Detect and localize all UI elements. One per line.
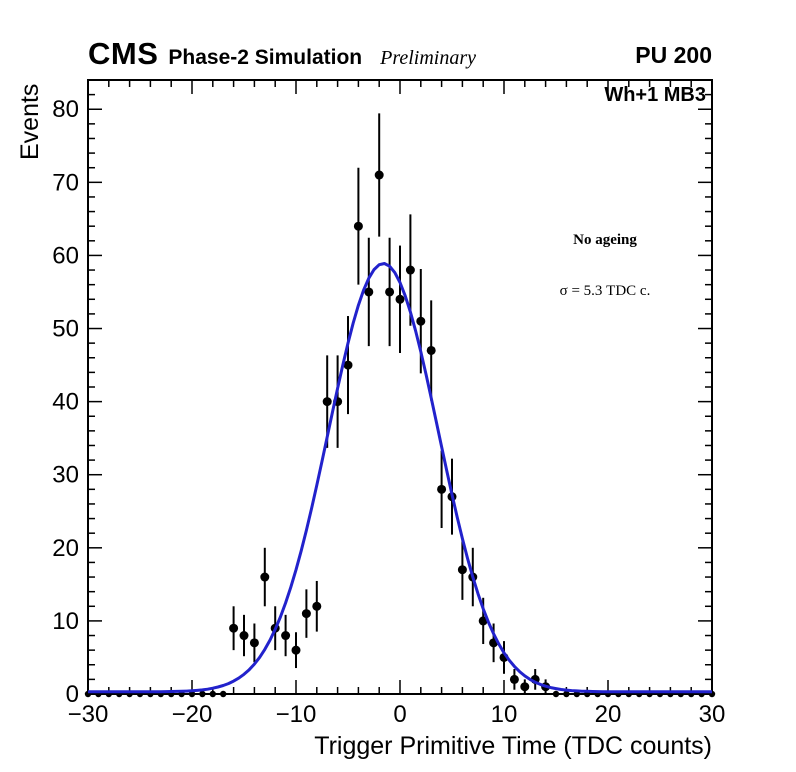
data-point: [457, 565, 467, 575]
data-point: [199, 690, 206, 698]
experiment-logo: CMS: [88, 36, 159, 71]
data-point: [353, 221, 363, 231]
data-point: [385, 287, 395, 297]
x-axis-title: Trigger Primitive Time (TDC counts): [314, 732, 712, 760]
y-tick-label: 40: [52, 389, 79, 416]
y-tick-label: 0: [66, 681, 79, 708]
data-point: [239, 631, 249, 641]
data-point: [322, 397, 332, 407]
data-point: [229, 623, 239, 633]
pileup-label: PU 200: [635, 42, 712, 68]
sigma-annotation: σ = 5.3 TDC c.: [559, 283, 651, 299]
data-point: [374, 170, 384, 180]
data-point: [395, 294, 405, 304]
fit-curve: [88, 262, 712, 694]
data-point: [509, 674, 519, 684]
data-point: [312, 601, 322, 611]
y-tick-label: 70: [52, 169, 79, 196]
simulation-label: Phase-2 Simulation: [168, 46, 363, 69]
x-tick-label: 0: [393, 701, 406, 728]
y-tick-label: 10: [52, 608, 79, 635]
plot-header: CMS Phase-2 Simulation Preliminary: [88, 36, 476, 72]
x-tick-label: −10: [276, 701, 317, 728]
data-point: [437, 484, 447, 494]
data-point: [563, 690, 570, 698]
y-axis-title: Events: [16, 83, 44, 160]
x-tick-label: 30: [699, 701, 726, 728]
data-point: [188, 690, 196, 698]
data-point: [291, 645, 301, 655]
x-tick-label: 10: [491, 701, 518, 728]
plot-frame: [87, 79, 713, 695]
x-tick-label: 20: [595, 701, 622, 728]
chamber-label: Wh+1 MB3: [604, 84, 706, 106]
y-tick-label: 50: [52, 316, 79, 343]
preliminary-label: Preliminary: [380, 47, 477, 69]
data-point: [281, 631, 291, 641]
x-tick-label: −30: [68, 701, 109, 728]
data-point: [520, 682, 530, 692]
y-tick-label: 30: [52, 462, 79, 489]
data-point: [249, 638, 259, 648]
y-tick-label: 80: [52, 96, 79, 123]
x-tick-label: −20: [172, 701, 213, 728]
data-point: [426, 345, 436, 355]
data-point: [416, 316, 426, 326]
data-point: [552, 690, 560, 698]
y-tick-label: 20: [52, 535, 79, 562]
data-point: [405, 265, 415, 275]
data-point: [260, 572, 270, 582]
ageing-annotation: No ageing: [573, 232, 637, 248]
data-point: [364, 287, 374, 297]
data-point: [301, 609, 311, 619]
data-point: [220, 690, 227, 698]
data-point: [343, 360, 353, 370]
data-point: [209, 690, 216, 698]
y-tick-label: 60: [52, 242, 79, 269]
